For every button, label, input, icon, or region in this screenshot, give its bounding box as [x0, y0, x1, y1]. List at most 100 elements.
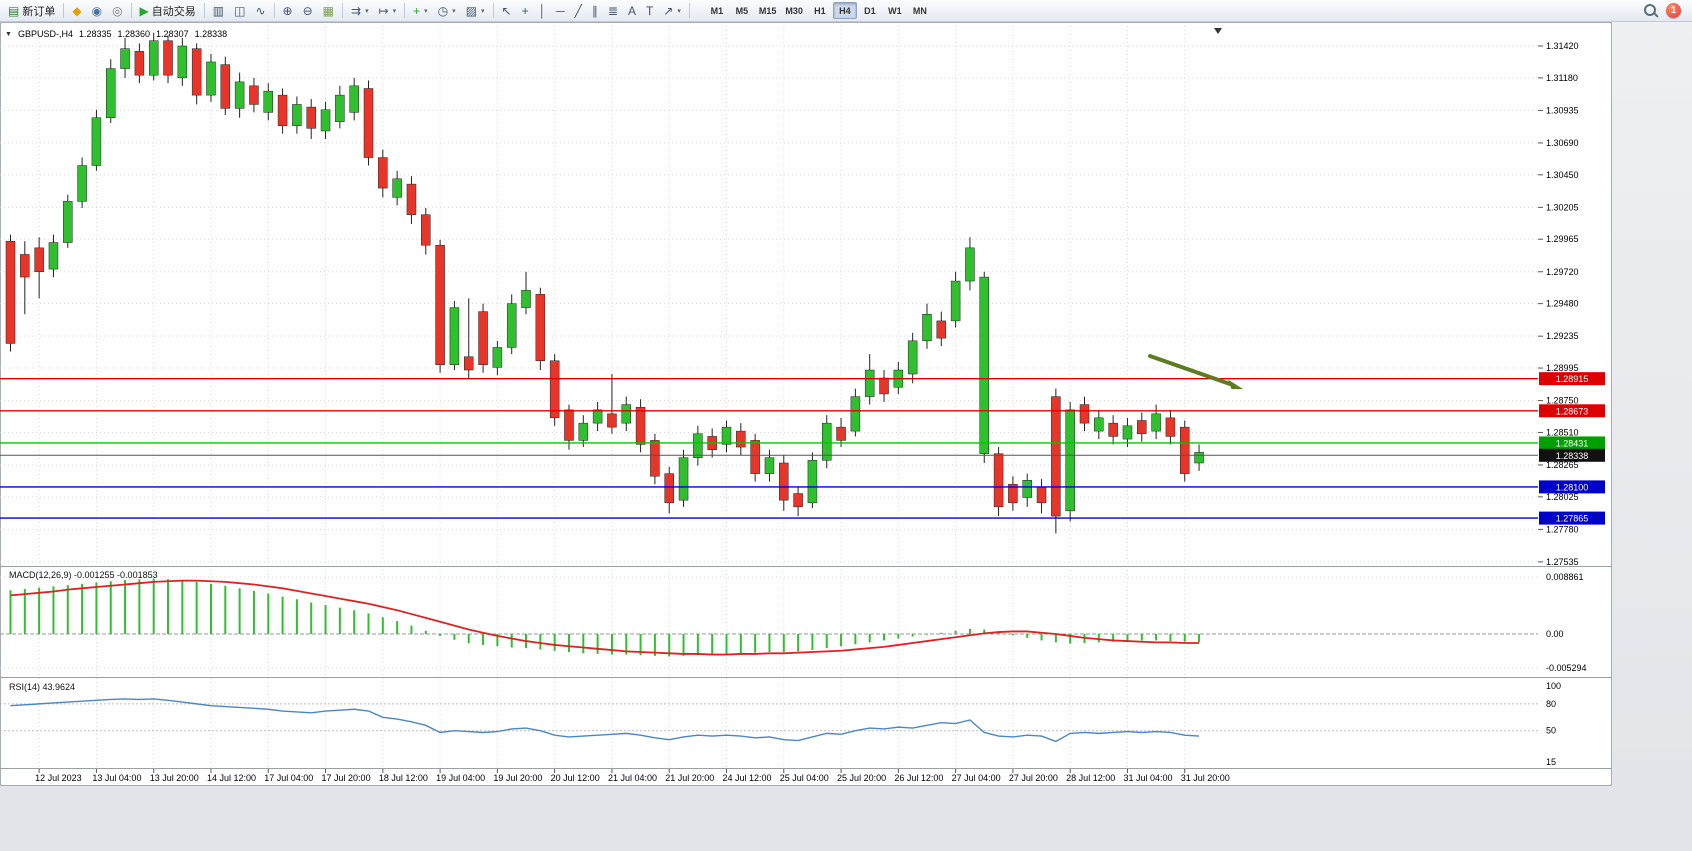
rsi-axis-label: 100: [1546, 681, 1561, 691]
candle: [678, 457, 689, 501]
candle: [1137, 420, 1147, 435]
label-button[interactable]: T: [641, 1, 658, 20]
time-axis-label: 12 Jul 2023: [35, 773, 82, 783]
timeframe-w1-button[interactable]: W1: [883, 2, 907, 19]
timeframe-mn-button[interactable]: MN: [908, 2, 932, 19]
zoom-in-button[interactable]: ⊕: [278, 1, 298, 20]
timeframe-m1-button[interactable]: M1: [705, 2, 729, 19]
toolbar-right-group: 1: [1643, 3, 1689, 18]
time-axis-label: 17 Jul 04:00: [264, 773, 313, 783]
timeframe-m30-button[interactable]: M30: [781, 2, 807, 19]
text-button[interactable]: A: [623, 1, 641, 20]
price-tag-label: 1.28673: [1556, 406, 1589, 416]
candle: [206, 61, 216, 96]
candle: [907, 340, 918, 375]
search-icon[interactable]: [1643, 3, 1658, 18]
zoom-out-button[interactable]: ⊖: [298, 1, 318, 20]
candlestick-chart-button[interactable]: ◫: [229, 1, 250, 20]
trend-arrow-head: [1228, 379, 1243, 389]
crosshair-button[interactable]: +: [517, 1, 534, 20]
scroll-position-marker[interactable]: [1214, 28, 1222, 34]
candle: [764, 457, 775, 474]
time-axis-label: 13 Jul 20:00: [150, 773, 199, 783]
chart-canvas[interactable]: 1.31420 1.31180 1.30935 1.30690 1.30450 1.302…: [0, 22, 1692, 851]
timeframe-d1-button[interactable]: D1: [858, 2, 882, 19]
candle: [1122, 425, 1133, 440]
time-axis[interactable]: [0, 769, 1538, 786]
candle: [220, 64, 231, 109]
bar-chart-icon: ▥: [212, 3, 225, 18]
vertical-line-icon: │: [538, 3, 547, 18]
periods-button[interactable]: ◷ ▾: [433, 1, 461, 20]
cursor-icon: ↖: [501, 3, 512, 18]
arrows-button[interactable]: ↗ ▾: [658, 1, 686, 20]
toolbar-separator: [273, 3, 275, 18]
candle: [549, 360, 560, 419]
price-tag: [1539, 436, 1605, 450]
timeframe-h4-button[interactable]: H4: [832, 2, 857, 19]
candle: [449, 307, 460, 365]
auto-scroll-icon: ⇉: [351, 3, 362, 18]
candle: [234, 81, 245, 109]
new-order-button[interactable]: ▤ 新订单: [3, 1, 60, 20]
candle: [120, 48, 130, 69]
timeframe-m15-button[interactable]: M15: [755, 2, 781, 19]
rsi-line: [10, 698, 1200, 743]
close-value: 1.28338: [194, 29, 228, 39]
price-axis-label: 1.31420: [1546, 41, 1579, 51]
channel-button[interactable]: ∥: [587, 1, 603, 20]
candle: [635, 406, 646, 445]
timeframe-m5-button[interactable]: M5: [730, 2, 754, 19]
timeframe-h1-button[interactable]: H1: [808, 2, 832, 19]
candle: [91, 117, 102, 166]
one-click-trading-toggle-icon[interactable]: ▼: [5, 30, 12, 38]
tile-windows-button[interactable]: ▦: [318, 1, 339, 20]
dropdown-caret-icon: ▾: [424, 7, 428, 15]
bar-chart-button[interactable]: ▥: [208, 1, 229, 20]
price-axis[interactable]: [1538, 22, 1612, 769]
high-value: 1.28360: [117, 29, 151, 39]
price-tag-label: 1.27865: [1556, 514, 1589, 524]
candle: [1194, 452, 1204, 464]
line-chart-button[interactable]: ∿: [250, 1, 270, 20]
candle: [664, 473, 674, 504]
navigator-button[interactable]: ◉: [87, 1, 107, 20]
macd-axis-label: -0.005294: [1546, 663, 1587, 673]
candle: [463, 356, 474, 371]
autotrading-button[interactable]: ▶ 自动交易: [135, 1, 201, 20]
time-axis-label: 18 Jul 12:00: [379, 773, 428, 783]
data-window-button[interactable]: ◎: [107, 1, 127, 20]
price-axis-label: 1.28265: [1546, 460, 1579, 470]
chart-shift-button[interactable]: ↦ ▾: [374, 1, 402, 20]
trendline-icon: ╱: [574, 3, 582, 18]
candle: [435, 244, 445, 365]
candle: [421, 214, 431, 246]
new-order-label: 新订单: [22, 5, 56, 18]
templates-button[interactable]: ▨ ▾: [461, 1, 490, 20]
candle: [320, 109, 331, 132]
candle: [592, 409, 603, 424]
fibonacci-button[interactable]: ≣: [603, 1, 623, 20]
trend-arrow[interactable]: [1148, 354, 1232, 386]
indicators-button[interactable]: + ▾: [408, 1, 433, 20]
auto-scroll-button[interactable]: ⇉ ▾: [346, 1, 374, 20]
horizontal-line-button[interactable]: ─: [551, 1, 570, 20]
price-axis-label: 1.31180: [1546, 73, 1578, 83]
chart-window[interactable]: [0, 22, 1612, 786]
candle: [48, 242, 59, 270]
rsi-axis-label: 15: [1546, 757, 1556, 767]
market-watch-icon: ◆: [72, 3, 82, 18]
candle: [5, 240, 16, 344]
trendline-button[interactable]: ╱: [570, 1, 587, 20]
price-axis-label: 1.29965: [1546, 234, 1579, 244]
text-icon: A: [627, 3, 636, 18]
time-axis-label: 25 Jul 20:00: [837, 773, 886, 783]
candle: [406, 183, 417, 215]
candlestick-chart-icon: ◫: [234, 3, 246, 18]
price-tag-label: 1.28338: [1556, 451, 1589, 461]
notification-badge[interactable]: 1: [1666, 3, 1681, 18]
market-watch-button[interactable]: ◆: [67, 1, 86, 20]
candle: [34, 247, 44, 273]
vertical-line-button[interactable]: │: [534, 1, 552, 20]
cursor-button[interactable]: ↖: [497, 1, 517, 20]
